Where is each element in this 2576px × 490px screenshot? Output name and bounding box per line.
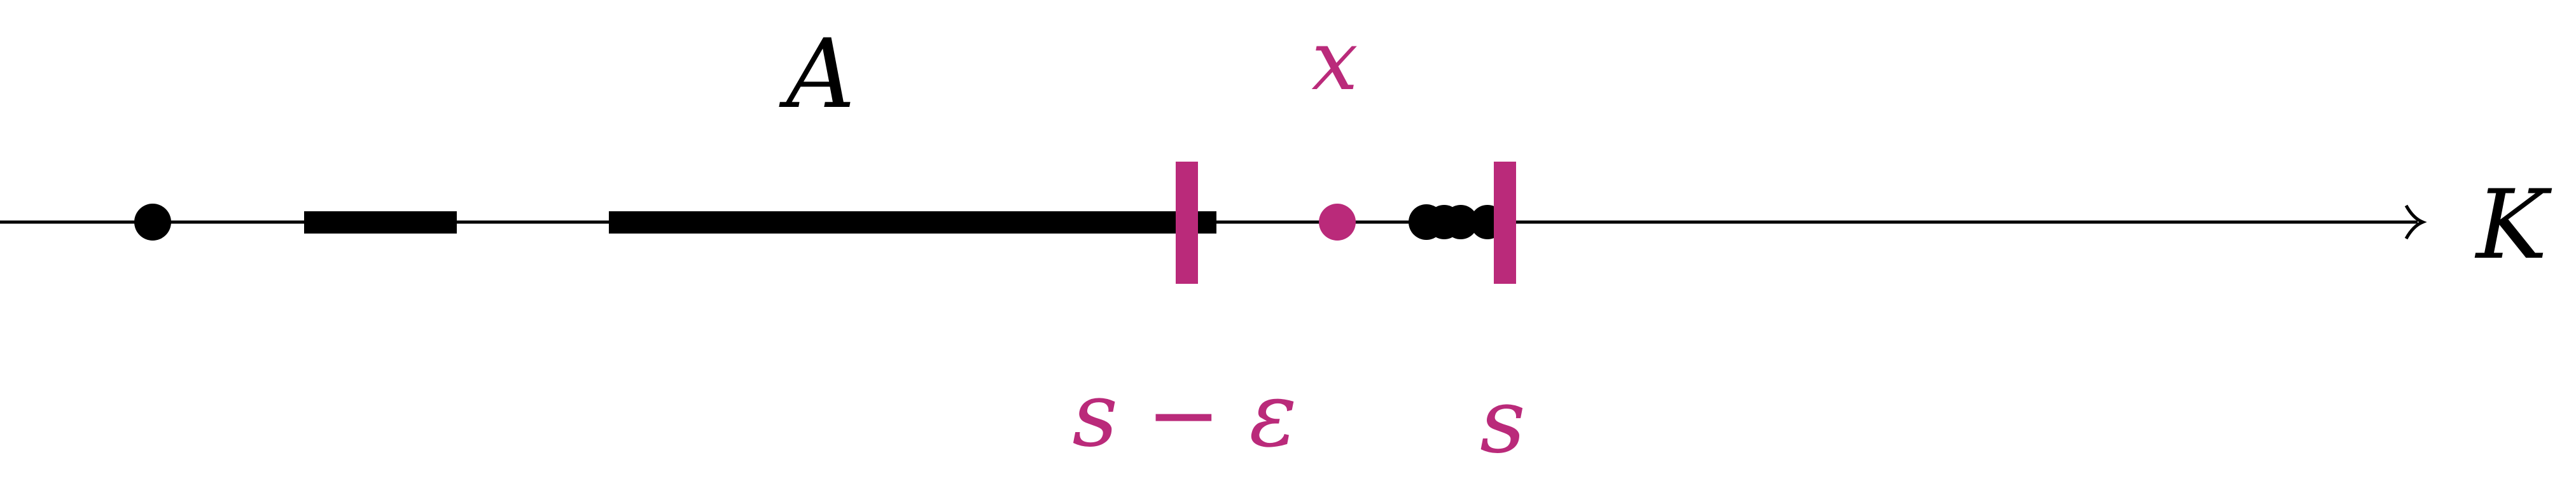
supremum-tick <box>1494 162 1516 284</box>
point-x-marker <box>1319 204 1356 241</box>
lower-bound-label: s − ε <box>1072 363 1297 467</box>
set-point <box>134 204 171 241</box>
set-interval-short <box>304 211 457 234</box>
accumulating-point <box>1444 205 1478 239</box>
field-label: K <box>2474 170 2552 281</box>
point-x-label: x <box>1311 12 1358 109</box>
lower-bound-tick <box>1176 162 1198 284</box>
axis-arrowhead <box>2404 204 2427 240</box>
set-label: A <box>779 19 855 130</box>
set-interval-long <box>609 211 1216 234</box>
supremum-label: s <box>1480 370 1526 473</box>
